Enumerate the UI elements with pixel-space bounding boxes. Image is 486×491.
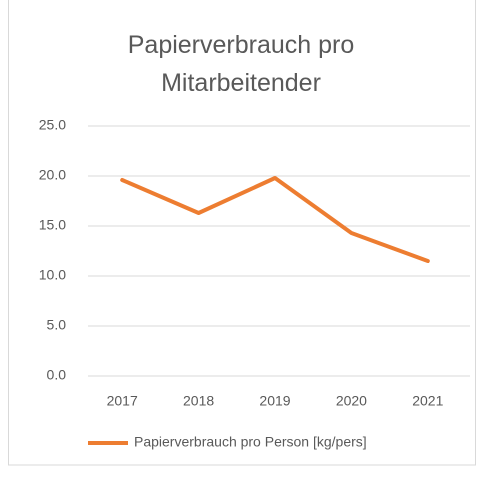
chart-title: Papierverbrauch pro Mitarbeitender [127, 31, 355, 97]
data-line [120, 176, 430, 263]
y-tick-label: 20.0 [39, 167, 66, 183]
x-tick-label: 2020 [336, 393, 367, 409]
y-tick-label: 15.0 [39, 217, 66, 233]
chart-border [8, 0, 476, 466]
y-tick-label: 5.0 [47, 317, 67, 333]
x-tick-label: 2019 [259, 393, 290, 409]
x-tick-label: 2021 [412, 393, 443, 409]
x-tick-label: 2017 [107, 393, 138, 409]
y-tick-label: 0.0 [47, 367, 67, 383]
y-tick-label: 10.0 [39, 267, 66, 283]
x-tick-label: 2018 [183, 393, 214, 409]
legend-label: Papierverbrauch pro Person [kg/pers] [134, 434, 367, 450]
y-tick-label: 25.0 [39, 117, 66, 133]
